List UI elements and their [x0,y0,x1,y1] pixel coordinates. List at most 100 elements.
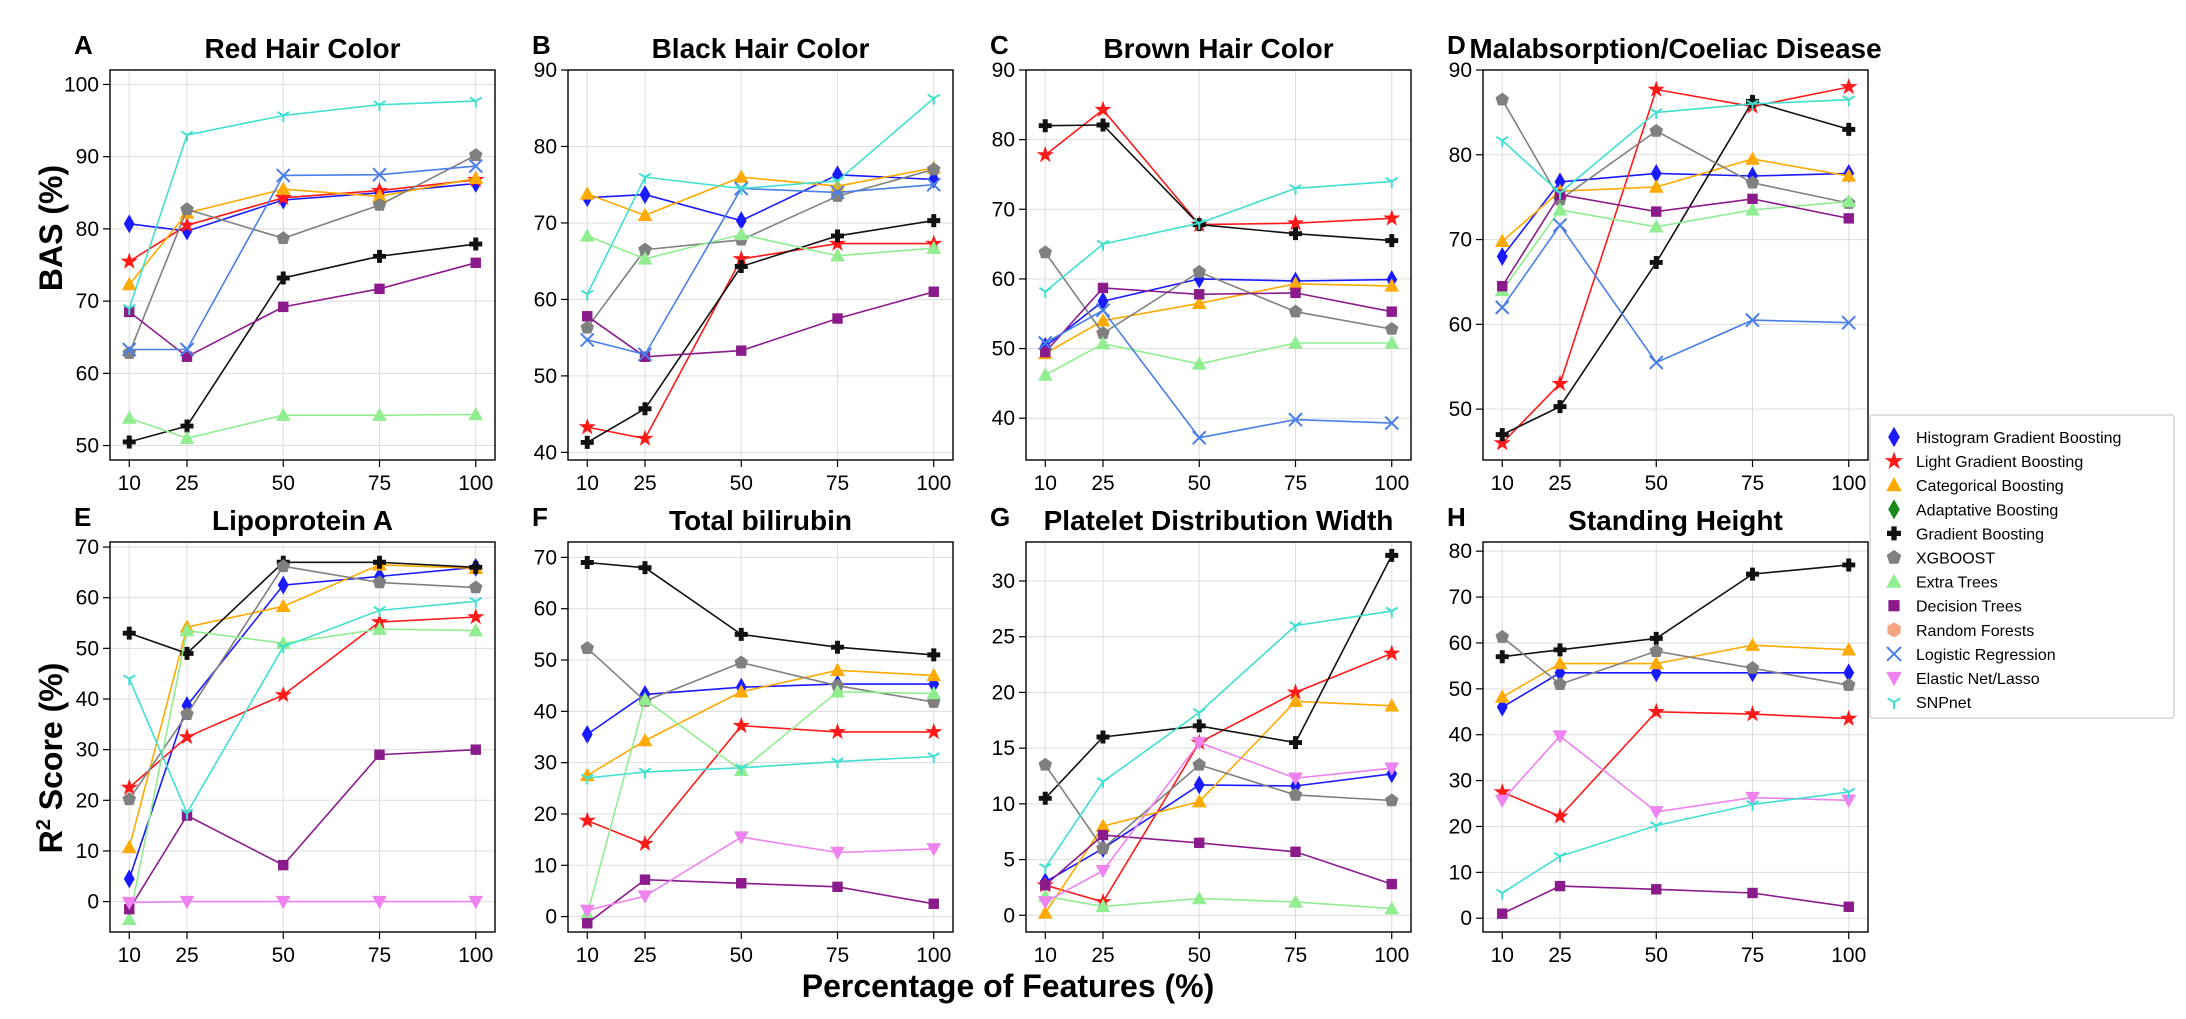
data-point [1193,775,1205,795]
y-tick-label: 40 [76,688,99,711]
data-point [927,214,941,228]
y-tick-label: 30 [1449,770,1472,793]
chart-panel-e: 10 25 50 75 100 0 10 20 30 40 50 60 70 Lipoprotein A E [74,502,496,967]
x-tick-label: 10 [118,944,141,967]
data-point [468,170,484,185]
data-point [1554,880,1566,892]
data-point [468,895,484,910]
data-point [1649,255,1663,269]
chart-title: Black Hair Color [652,33,870,64]
series-snpnet [122,96,483,315]
x-tick-label: 100 [916,472,951,495]
data-point [1040,346,1051,358]
data-point [372,895,387,910]
data-point [926,240,942,254]
data-point [372,575,387,589]
data-point [1191,794,1207,808]
y-axis-label-bottom-base: R [33,830,69,853]
data-point [1192,218,1206,230]
data-point [1649,821,1663,833]
data-point [1038,862,1052,874]
data-point [1038,757,1052,771]
y-tick-label: 90 [1449,59,1472,82]
data-point [733,169,749,183]
x-tick-label: 75 [826,472,849,495]
data-point [179,895,195,910]
data-point [1096,841,1110,855]
data-point [1384,278,1400,292]
data-point [1745,637,1760,651]
x-tick-label: 75 [1284,944,1307,967]
x-tick-label: 75 [1741,944,1764,967]
series-logistic-regression [1495,217,1856,370]
y-tick-label: 25 [992,626,1015,649]
x-tick-label: 10 [576,472,599,495]
data-point [1038,791,1052,805]
x-tick-label: 100 [1374,944,1409,967]
data-point [580,435,594,449]
data-point [1746,94,1759,108]
data-point [832,881,843,893]
y-tick-label: 30 [534,752,557,775]
legend-marker [1886,646,1902,662]
y-tick-label: 60 [534,288,557,311]
data-point [1289,227,1302,241]
data-point [1385,606,1399,618]
y-tick-label: 60 [76,362,99,385]
data-point [373,555,386,569]
data-point [1288,693,1303,708]
y-tick-label: 70 [76,536,99,559]
y-tick-label: 60 [534,598,557,621]
grid [568,542,953,932]
y-tick-label: 60 [992,268,1015,291]
x-tick-label: 10 [1034,944,1057,967]
data-point [122,435,136,449]
x-tick-label: 50 [1188,472,1211,495]
x-tick-label: 25 [633,472,656,495]
y-tick-label: 15 [992,737,1015,760]
y-tick-label: 10 [76,840,99,863]
series-snpnet [580,752,941,785]
chart-panel-f: 10 25 50 75 100 0 10 20 30 40 50 60 70 Total bilirubi… [532,502,954,967]
data-point [373,100,386,112]
data-point [831,176,844,188]
data-point [733,684,749,698]
data-point [828,722,847,740]
axes-frame [567,541,954,933]
series-xgboost [1038,245,1399,339]
data-point [1194,837,1205,849]
data-point [1841,642,1857,656]
y-tick-label: 10 [992,793,1015,816]
x-tick-label: 75 [1284,472,1307,495]
legend-label: Gradient Boosting [1916,526,2044,543]
data-point [469,96,483,108]
data-point [927,162,941,176]
series-extra-trees [1037,335,1400,381]
y-tick-label: 80 [76,218,99,241]
data-point [1743,705,1762,722]
data-point [1385,793,1399,807]
data-point [276,642,290,654]
data-point [830,662,845,676]
data-point [1037,905,1053,919]
plot-area [568,542,953,932]
series-gradient-boosting [1038,548,1399,805]
data-point [122,626,136,640]
legend-box [1869,414,2175,719]
chart-panel-c: 10 25 50 75 100 40 50 60 70 80 90 Brown Hair Color C [990,30,1412,495]
data-point [275,407,291,421]
y-tick-label: 50 [1449,678,1472,701]
legend-entry-elastic-net-lasso: Elastic Net/Lasso [1886,671,2040,688]
grid [1483,69,1868,460]
data-point [1192,708,1206,719]
data-point [639,874,651,885]
data-point [578,811,596,828]
data-point [1840,77,1858,95]
panel-letter: G [990,502,1010,532]
x-tick-label: 10 [118,472,141,495]
legend-marker [1887,697,1901,710]
data-point [1552,217,1568,233]
data-point [580,556,594,570]
panel-letter: E [74,502,91,532]
